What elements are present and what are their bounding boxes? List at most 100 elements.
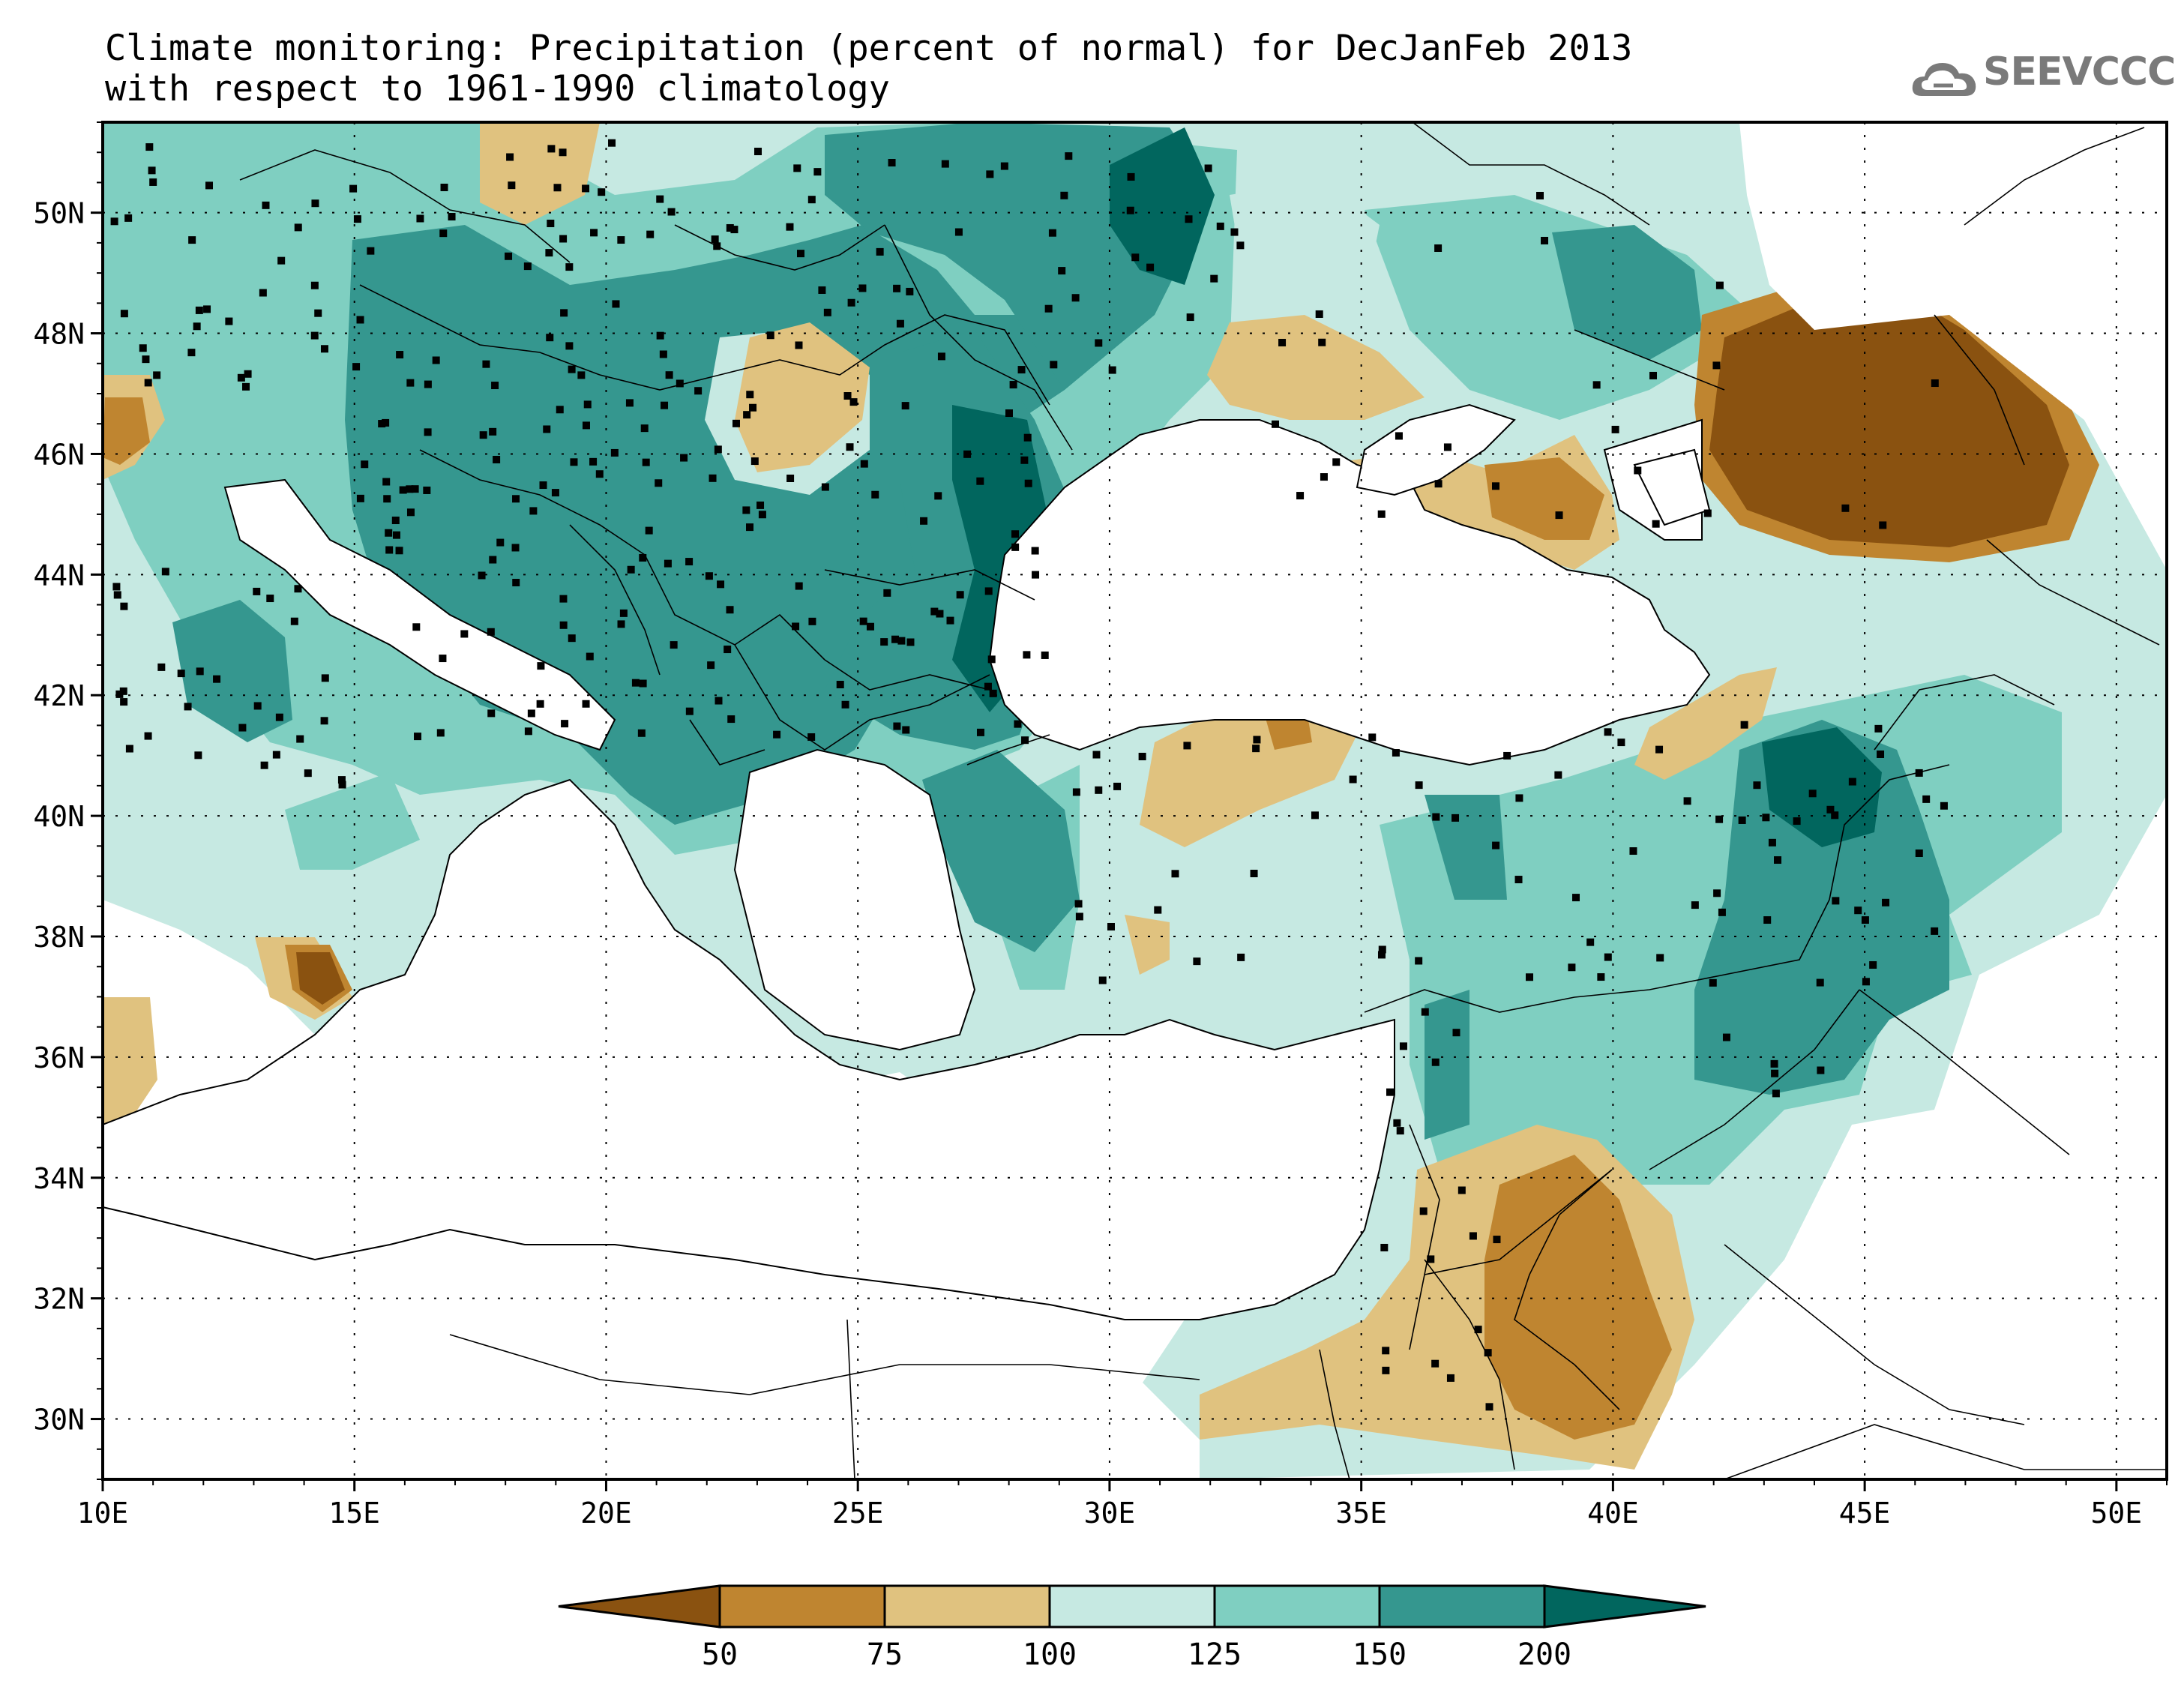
x-tick-label: 30E	[1084, 1497, 1136, 1530]
station-marker	[1171, 870, 1179, 878]
zone-150-200-italy	[172, 600, 292, 742]
station-marker	[901, 402, 909, 410]
station-marker	[196, 667, 204, 676]
station-marker	[1452, 1029, 1460, 1037]
station-marker	[582, 421, 590, 430]
station-marker	[559, 595, 568, 603]
station-marker	[1434, 480, 1443, 488]
station-marker	[187, 349, 196, 357]
x-tick-label: 45E	[1839, 1497, 1891, 1530]
station-marker	[294, 585, 302, 593]
zone-50-75-kuban	[1484, 457, 1604, 540]
station-marker	[880, 638, 888, 646]
station-marker	[1318, 338, 1326, 346]
station-marker	[823, 308, 831, 316]
station-marker	[551, 489, 559, 497]
station-marker	[1854, 906, 1862, 915]
station-marker	[161, 568, 169, 576]
station-marker	[1817, 1066, 1825, 1074]
station-marker	[1252, 745, 1260, 753]
station-marker	[888, 159, 896, 167]
station-marker	[897, 637, 906, 645]
station-marker	[414, 733, 422, 741]
station-marker	[946, 616, 954, 625]
zone-150-200-east-ukraine	[1552, 225, 1702, 360]
station-marker	[1393, 1119, 1401, 1127]
station-marker	[545, 249, 553, 257]
station-marker	[1762, 814, 1770, 822]
station-marker	[743, 411, 751, 419]
station-marker	[1874, 724, 1883, 733]
station-marker	[906, 638, 915, 646]
station-marker	[639, 679, 647, 688]
station-marker	[934, 492, 942, 500]
station-marker	[1713, 889, 1721, 897]
station-marker	[963, 450, 972, 458]
station-marker	[893, 284, 901, 292]
map-title-line2: with respect to 1961-1990 climatology	[105, 68, 890, 109]
station-marker	[1332, 458, 1341, 466]
station-marker	[237, 373, 245, 382]
station-marker	[139, 344, 147, 352]
station-marker	[1380, 1243, 1389, 1251]
x-tick-label: 35E	[1335, 1497, 1387, 1530]
station-marker	[411, 485, 419, 493]
station-marker	[954, 228, 963, 236]
station-marker	[1131, 253, 1140, 262]
station-marker	[125, 745, 133, 753]
station-marker	[1386, 1088, 1395, 1096]
station-marker	[625, 399, 634, 407]
station-marker	[619, 609, 628, 617]
station-marker	[440, 183, 448, 191]
station-marker	[543, 425, 551, 433]
station-marker	[1392, 749, 1400, 757]
station-marker	[1024, 479, 1032, 487]
station-marker	[754, 147, 762, 155]
station-marker	[353, 215, 361, 223]
station-marker	[1250, 869, 1258, 877]
station-marker	[1296, 492, 1305, 500]
zone-75-100-crimea-north	[1207, 315, 1425, 420]
station-marker	[310, 281, 319, 289]
station-marker	[406, 508, 415, 517]
station-marker	[1611, 425, 1619, 433]
station-marker	[807, 196, 816, 204]
station-marker	[1421, 1008, 1429, 1016]
station-marker	[1738, 816, 1746, 824]
station-marker	[1915, 769, 1923, 777]
station-marker	[304, 769, 312, 778]
station-marker	[808, 617, 816, 625]
station-marker	[797, 250, 805, 258]
zone-150-200-central-turkey	[1425, 795, 1507, 900]
station-marker	[642, 458, 650, 466]
station-marker	[1107, 922, 1115, 930]
station-marker	[1399, 1042, 1407, 1050]
station-marker	[424, 428, 432, 436]
station-marker	[385, 546, 394, 554]
y-axis-ticks: 30N 32N 34N 36N 38N 40N 42N 44N 46N 48N 50N	[33, 121, 103, 1480]
north-africa-land-unshaded	[103, 1215, 1200, 1479]
station-marker	[724, 646, 732, 654]
station-marker	[512, 495, 520, 503]
station-marker	[750, 457, 759, 466]
station-marker	[956, 591, 964, 599]
station-marker	[1634, 466, 1642, 475]
water-bodies	[103, 122, 2167, 1479]
station-marker	[1065, 152, 1073, 160]
station-marker	[627, 565, 635, 574]
station-marker	[749, 403, 757, 412]
station-marker	[758, 511, 766, 519]
station-marker	[841, 700, 849, 709]
station-marker	[1703, 509, 1712, 517]
station-marker	[1617, 739, 1625, 747]
station-marker	[586, 652, 594, 661]
station-marker	[1922, 795, 1931, 803]
station-marker	[1484, 1349, 1492, 1357]
station-marker	[1009, 381, 1017, 389]
y-tick-label: 38N	[33, 921, 85, 954]
station-marker	[144, 379, 152, 387]
station-marker	[937, 352, 945, 361]
station-marker	[547, 145, 556, 153]
station-marker	[1014, 720, 1022, 728]
station-marker	[561, 720, 569, 728]
